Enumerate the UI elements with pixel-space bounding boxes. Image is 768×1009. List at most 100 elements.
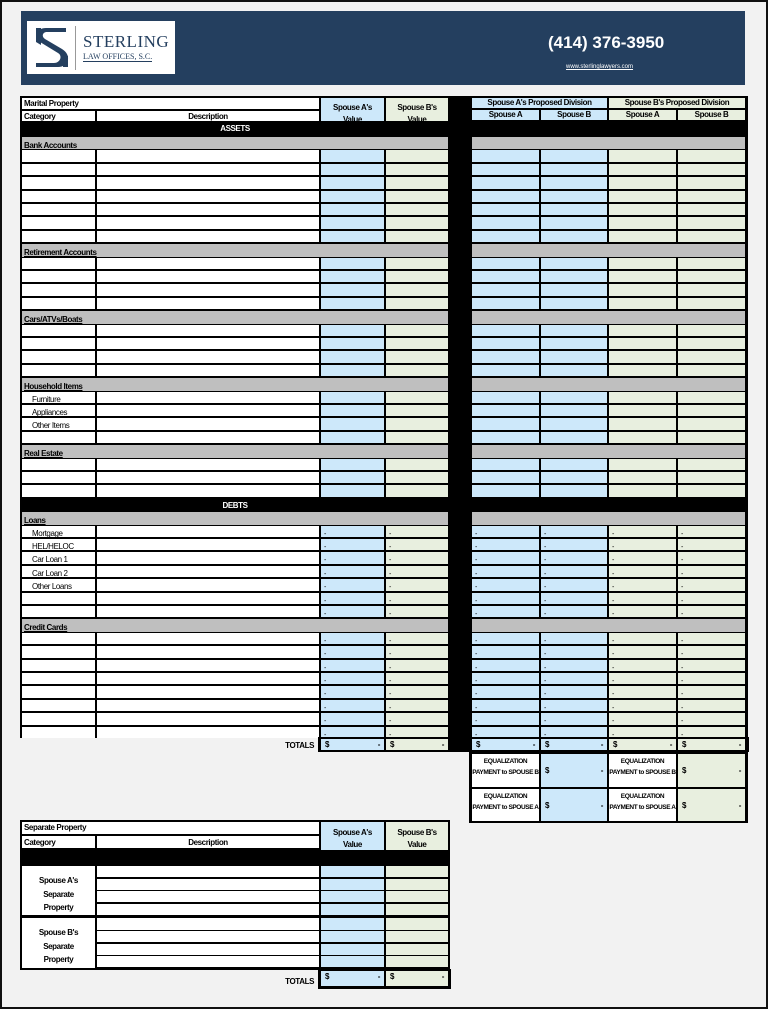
separate-spouse-a-value-input[interactable] bbox=[321, 931, 384, 943]
division-b-spouse-a-input[interactable]: - bbox=[609, 646, 676, 658]
division-b-spouse-a-input[interactable]: - bbox=[609, 539, 676, 551]
division-b-spouse-a-input[interactable]: - bbox=[609, 592, 676, 604]
division-b-spouse-b-input[interactable]: - bbox=[678, 726, 745, 738]
division-b-spouse-b-input[interactable] bbox=[678, 284, 745, 296]
description-input[interactable] bbox=[97, 686, 319, 698]
division-a-spouse-a-input[interactable]: - bbox=[472, 606, 539, 618]
division-a-spouse-b-input[interactable] bbox=[541, 458, 607, 470]
category-cell[interactable] bbox=[22, 673, 95, 685]
division-b-spouse-a-input[interactable]: - bbox=[609, 713, 676, 725]
division-a-spouse-a-input[interactable]: - bbox=[472, 673, 539, 685]
division-b-spouse-a-input[interactable]: - bbox=[609, 659, 676, 671]
division-a-spouse-a-input[interactable]: - bbox=[472, 632, 539, 645]
description-input[interactable] bbox=[97, 646, 319, 658]
division-a-spouse-b-input[interactable] bbox=[541, 204, 607, 216]
division-a-spouse-b-input[interactable] bbox=[541, 351, 607, 363]
category-cell[interactable]: Other Items bbox=[22, 418, 95, 430]
separate-spouse-b-value-input[interactable] bbox=[386, 891, 448, 903]
category-cell[interactable] bbox=[22, 485, 95, 497]
division-a-spouse-a-input[interactable]: - bbox=[472, 552, 539, 564]
division-a-spouse-b-input[interactable] bbox=[541, 163, 607, 176]
spouse-a-value-input[interactable] bbox=[321, 163, 384, 176]
division-a-spouse-a-input[interactable] bbox=[472, 324, 539, 336]
description-input[interactable] bbox=[97, 405, 319, 417]
spouse-a-value-input[interactable] bbox=[321, 297, 384, 310]
spouse-a-value-input[interactable] bbox=[321, 150, 384, 162]
description-input[interactable] bbox=[97, 351, 319, 363]
spouse-a-value-input[interactable]: - bbox=[321, 525, 384, 537]
spouse-b-value-input[interactable]: - bbox=[386, 606, 448, 618]
spouse-a-value-input[interactable]: - bbox=[321, 539, 384, 551]
division-a-spouse-a-input[interactable] bbox=[472, 391, 539, 403]
category-cell[interactable] bbox=[22, 217, 95, 229]
separate-description-input[interactable] bbox=[97, 878, 319, 890]
division-a-spouse-a-input[interactable] bbox=[472, 418, 539, 430]
separate-spouse-b-value-input[interactable] bbox=[386, 931, 448, 943]
division-b-spouse-b-input[interactable] bbox=[678, 150, 745, 162]
division-a-spouse-b-input[interactable]: - bbox=[541, 552, 607, 564]
division-a-spouse-a-input[interactable]: - bbox=[472, 646, 539, 658]
spouse-a-value-input[interactable] bbox=[321, 230, 384, 243]
division-b-spouse-a-input[interactable] bbox=[609, 485, 676, 497]
division-b-spouse-b-input[interactable] bbox=[678, 351, 745, 363]
division-a-spouse-b-input[interactable] bbox=[541, 485, 607, 497]
division-a-spouse-a-input[interactable] bbox=[472, 190, 539, 202]
division-b-spouse-a-input[interactable] bbox=[609, 297, 676, 310]
spouse-a-value-input[interactable] bbox=[321, 391, 384, 403]
division-b-spouse-b-input[interactable] bbox=[678, 190, 745, 202]
division-b-spouse-b-input[interactable] bbox=[678, 163, 745, 176]
category-cell[interactable] bbox=[22, 230, 95, 243]
division-a-spouse-b-input[interactable]: - bbox=[541, 592, 607, 604]
equalization-amount[interactable]: $ - bbox=[678, 754, 745, 787]
spouse-a-value-input[interactable] bbox=[321, 190, 384, 202]
division-a-spouse-b-input[interactable]: - bbox=[541, 579, 607, 591]
division-a-spouse-b-input[interactable]: - bbox=[541, 646, 607, 658]
division-b-spouse-b-input[interactable]: - bbox=[678, 565, 745, 578]
description-input[interactable] bbox=[97, 431, 319, 444]
spouse-b-value-input[interactable]: - bbox=[386, 659, 448, 671]
description-input[interactable] bbox=[97, 257, 319, 269]
division-b-spouse-b-input[interactable]: - bbox=[678, 525, 745, 537]
description-input[interactable] bbox=[97, 190, 319, 202]
total-rd[interactable]: $ - bbox=[678, 739, 745, 750]
division-b-spouse-a-input[interactable]: - bbox=[609, 565, 676, 578]
spouse-b-value-input[interactable] bbox=[386, 391, 448, 403]
division-b-spouse-b-input[interactable] bbox=[678, 338, 745, 350]
category-cell[interactable] bbox=[22, 204, 95, 216]
spouse-b-value-input[interactable]: - bbox=[386, 579, 448, 591]
division-a-spouse-b-input[interactable]: - bbox=[541, 565, 607, 578]
division-a-spouse-a-input[interactable]: - bbox=[472, 525, 539, 537]
division-a-spouse-b-input[interactable] bbox=[541, 217, 607, 229]
spouse-a-value-input[interactable] bbox=[321, 472, 384, 484]
separate-spouse-a-value-input[interactable] bbox=[321, 918, 384, 930]
division-b-spouse-b-input[interactable]: - bbox=[678, 552, 745, 564]
separate-description-input[interactable] bbox=[97, 956, 319, 968]
description-input[interactable] bbox=[97, 552, 319, 564]
division-a-spouse-b-input[interactable]: - bbox=[541, 686, 607, 698]
category-cell[interactable] bbox=[22, 686, 95, 698]
division-b-spouse-a-input[interactable]: - bbox=[609, 673, 676, 685]
spouse-a-value-input[interactable]: - bbox=[321, 726, 384, 738]
division-b-spouse-b-input[interactable]: - bbox=[678, 606, 745, 618]
description-input[interactable] bbox=[97, 485, 319, 497]
category-cell[interactable]: HEL/HELOC bbox=[22, 539, 95, 551]
division-a-spouse-a-input[interactable] bbox=[472, 364, 539, 377]
division-a-spouse-b-input[interactable]: - bbox=[541, 673, 607, 685]
spouse-a-value-input[interactable]: - bbox=[321, 606, 384, 618]
spouse-a-value-input[interactable] bbox=[321, 217, 384, 229]
spouse-b-value-input[interactable] bbox=[386, 431, 448, 444]
spouse-b-value-input[interactable] bbox=[386, 418, 448, 430]
division-a-spouse-b-input[interactable]: - bbox=[541, 539, 607, 551]
spouse-b-value-input[interactable] bbox=[386, 150, 448, 162]
division-a-spouse-b-input[interactable] bbox=[541, 284, 607, 296]
description-input[interactable] bbox=[97, 659, 319, 671]
spouse-b-value-input[interactable]: - bbox=[386, 632, 448, 645]
division-b-spouse-b-input[interactable] bbox=[678, 297, 745, 310]
category-cell[interactable] bbox=[22, 606, 95, 618]
spouse-b-value-input[interactable] bbox=[386, 458, 448, 470]
division-b-spouse-a-input[interactable]: - bbox=[609, 632, 676, 645]
spouse-a-value-input[interactable] bbox=[321, 418, 384, 430]
division-a-spouse-a-input[interactable] bbox=[472, 257, 539, 269]
spouse-b-value-input[interactable] bbox=[386, 324, 448, 336]
total-rb[interactable]: $ - bbox=[541, 739, 607, 750]
